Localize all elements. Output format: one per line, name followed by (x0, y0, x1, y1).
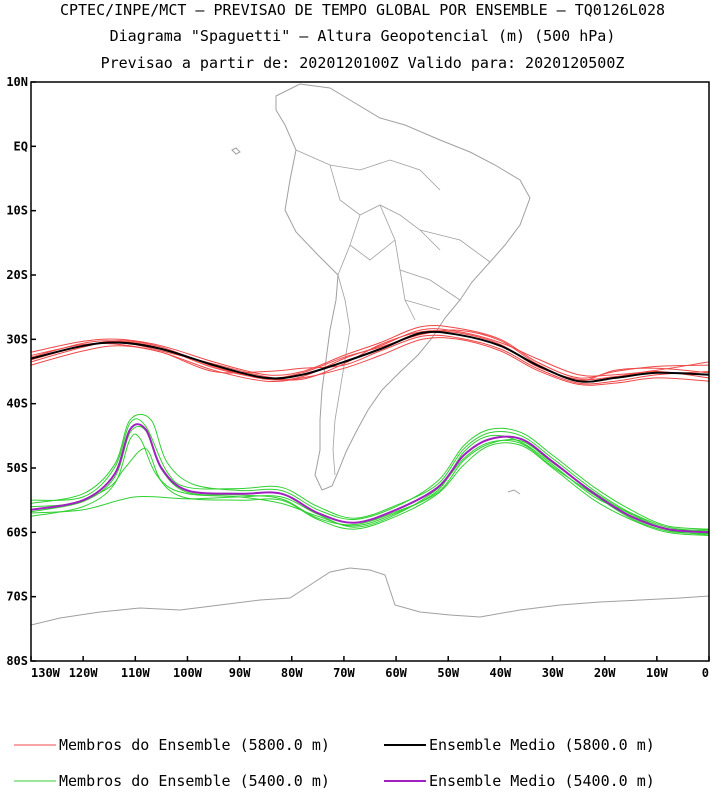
legend-label-m5400: Membros do Ensemble (5400.0 m) (59, 772, 330, 790)
h5400-member-line-2 (31, 433, 709, 536)
legend: Membros do Ensemble (5800.0 m) Ensemble M… (14, 736, 655, 790)
title-line-3: Previsao a partir de: 2020120100Z Valido… (100, 54, 625, 72)
lat-tick-label: 20S (6, 268, 28, 282)
lon-tick-label: 120W (69, 666, 99, 680)
lon-tick-label: 80W (281, 666, 303, 680)
lat-tick-label: 10N (6, 75, 28, 89)
latitude-axis: 10N EQ 10S 20S 30S 40S 50S 60S 70S 80S (6, 75, 36, 668)
lat-tick-label: 10S (6, 204, 28, 218)
h5800-member-line-5 (31, 330, 709, 381)
longitude-axis: 130W 120W 110W 100W 90W 80W 70W 60W 50W 40W 30W 20W… (30, 656, 710, 680)
lon-tick-label: 100W (173, 666, 203, 680)
antarctica-coastline (31, 567, 709, 626)
h5800-ensemble-mean-line (31, 330, 709, 383)
lat-tick-label: 50S (6, 461, 28, 475)
h5800-member-line-4 (31, 334, 709, 385)
coastlines (31, 83, 709, 626)
lon-tick-label: 40W (490, 666, 512, 680)
h5400-member-line-5 (31, 418, 709, 531)
h5400-member-line-3 (31, 434, 709, 532)
h5400-ensemble-mean-line (31, 423, 709, 534)
galapagos-islands (231, 147, 241, 155)
lon-tick-label: 110W (121, 666, 151, 680)
lat-tick-label: 80S (6, 654, 28, 668)
lon-tick-label: 30W (542, 666, 564, 680)
h5800-member-line-3 (31, 328, 709, 381)
map-background (31, 82, 709, 661)
lon-tick-label: 60W (385, 666, 407, 680)
lon-tick-label: 0 (702, 666, 709, 680)
lon-tick-label: 130W (31, 666, 61, 680)
lat-tick-label: 30S (6, 332, 28, 346)
south-america-coastline (275, 83, 531, 491)
lon-tick-label: 70W (333, 666, 355, 680)
lon-tick-label: 10W (646, 666, 668, 680)
south-georgia-island (507, 489, 521, 495)
title-line-1: CPTEC/INPE/MCT – PREVISAO DE TEMPO GLOBA… (59, 1, 666, 19)
map-frame (30, 81, 710, 662)
legend-label-m5800: Membros do Ensemble (5800.0 m) (59, 736, 330, 754)
lat-tick-label: 60S (6, 525, 28, 539)
lon-tick-label: 90W (229, 666, 251, 680)
h5800-member-line-6 (31, 329, 709, 382)
lat-tick-label: EQ (14, 139, 28, 153)
lon-tick-label: 20W (594, 666, 616, 680)
legend-label-e5400: Ensemble Medio (5400.0 m) (429, 772, 655, 790)
h5400-member-line-4 (31, 439, 709, 535)
legend-label-e5800: Ensemble Medio (5800.0 m) (429, 736, 655, 754)
h5800-member-line-1 (31, 324, 709, 379)
h5400-member-line-1 (31, 413, 709, 530)
lat-tick-label: 70S (6, 590, 28, 604)
contour-lines (31, 324, 709, 536)
title-line-2: Diagrama "Spaguetti" – Altura Geopotenci… (109, 27, 616, 45)
lat-tick-label: 40S (6, 397, 28, 411)
lon-tick-label: 50W (437, 666, 459, 680)
country-borders (295, 149, 491, 476)
